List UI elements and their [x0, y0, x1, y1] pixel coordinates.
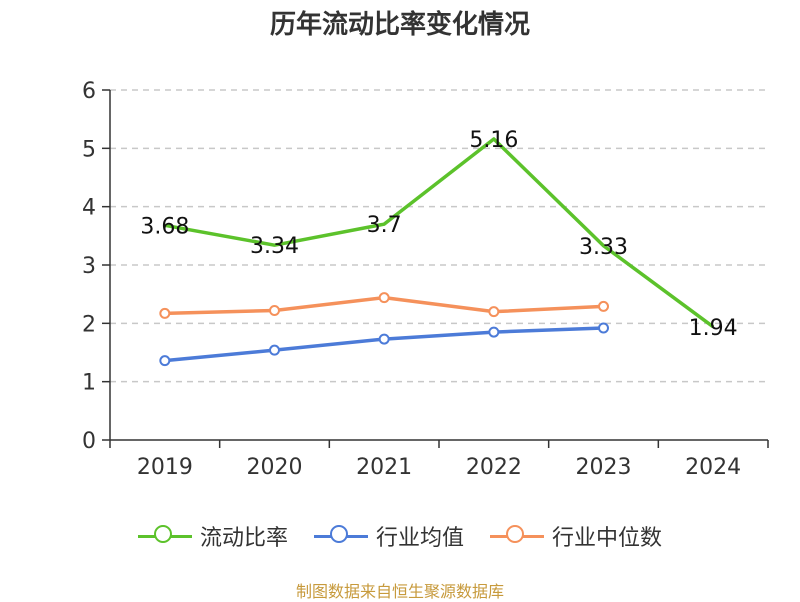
chart-title: 历年流动比率变化情况 — [269, 10, 530, 40]
series-point — [378, 292, 390, 304]
source-note: 制图数据来自恒生聚源数据库 — [295, 582, 504, 601]
y-tick-label: 5 — [82, 137, 96, 162]
y-tick-label: 2 — [82, 312, 96, 337]
legend-marker-icon — [137, 524, 192, 548]
series-point — [378, 333, 390, 345]
series-point — [269, 305, 280, 316]
legend-marker-icon — [313, 524, 368, 548]
series-point — [159, 355, 171, 367]
data-label: 1.94 — [689, 316, 738, 341]
legend-marker-icon — [490, 524, 544, 548]
data-label: 3.68 — [140, 214, 189, 239]
legend-item[interactable]: 行业均值 — [313, 520, 464, 552]
x-tick-label: 2023 — [576, 455, 632, 480]
series-line-0 — [164, 137, 715, 329]
x-tick-label: 2022 — [466, 455, 522, 480]
data-label: 5.16 — [469, 128, 518, 153]
y-tick-label: 0 — [82, 429, 96, 454]
grid-lines — [110, 89, 768, 383]
legend: 流动比率 行业均值 行业中位数 — [0, 520, 800, 552]
y-tick-label: 4 — [82, 196, 96, 221]
x-tick-label: 2020 — [247, 455, 303, 480]
series-point — [488, 326, 500, 338]
data-label: 3.33 — [579, 235, 628, 260]
series-point — [488, 306, 500, 318]
legend-item[interactable]: 流动比率 — [137, 520, 288, 552]
y-tick-label: 3 — [82, 254, 96, 279]
axes: 0 1 2 3 4 5 6 2019 2020 2021 2022 2023 2024 — [82, 79, 769, 480]
x-tick-label: 2019 — [137, 455, 193, 480]
y-tick-label: 1 — [82, 371, 96, 396]
series-point — [269, 344, 280, 356]
legend-label: 行业均值 — [375, 526, 464, 551]
legend-label: 流动比率 — [199, 526, 288, 551]
series-point — [598, 322, 609, 334]
series-point — [598, 300, 609, 312]
data-label: 3.7 — [367, 213, 402, 238]
legend-label: 行业中位数 — [552, 526, 663, 551]
series-group — [159, 137, 715, 367]
data-label: 3.34 — [250, 234, 299, 259]
data-labels: 3.68 3.34 3.7 5.16 3.33 1.94 — [140, 128, 737, 341]
x-tick-label: 2021 — [356, 455, 412, 480]
series-point — [159, 307, 171, 319]
x-tick-label: 2024 — [685, 455, 741, 480]
legend-item[interactable]: 行业中位数 — [490, 520, 662, 552]
y-tick-label: 6 — [82, 79, 96, 104]
